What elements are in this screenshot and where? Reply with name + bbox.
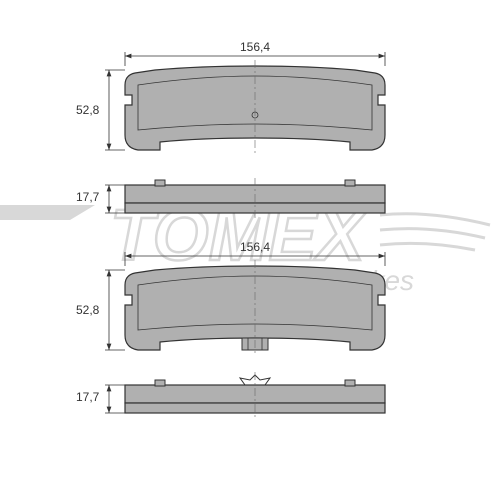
dimension-thickness-2 [105, 385, 125, 413]
brake-pad-side-view-2 [125, 372, 385, 420]
brake-pad-face-view-1 [125, 60, 385, 155]
dimension-height-2 [105, 270, 125, 350]
brake-pad-face-view-2 [125, 260, 385, 355]
brake-pad-side-view-1 [125, 178, 385, 220]
technical-diagram [0, 0, 500, 500]
dimension-height-1 [105, 70, 125, 150]
dimension-thickness-1 [105, 185, 125, 213]
